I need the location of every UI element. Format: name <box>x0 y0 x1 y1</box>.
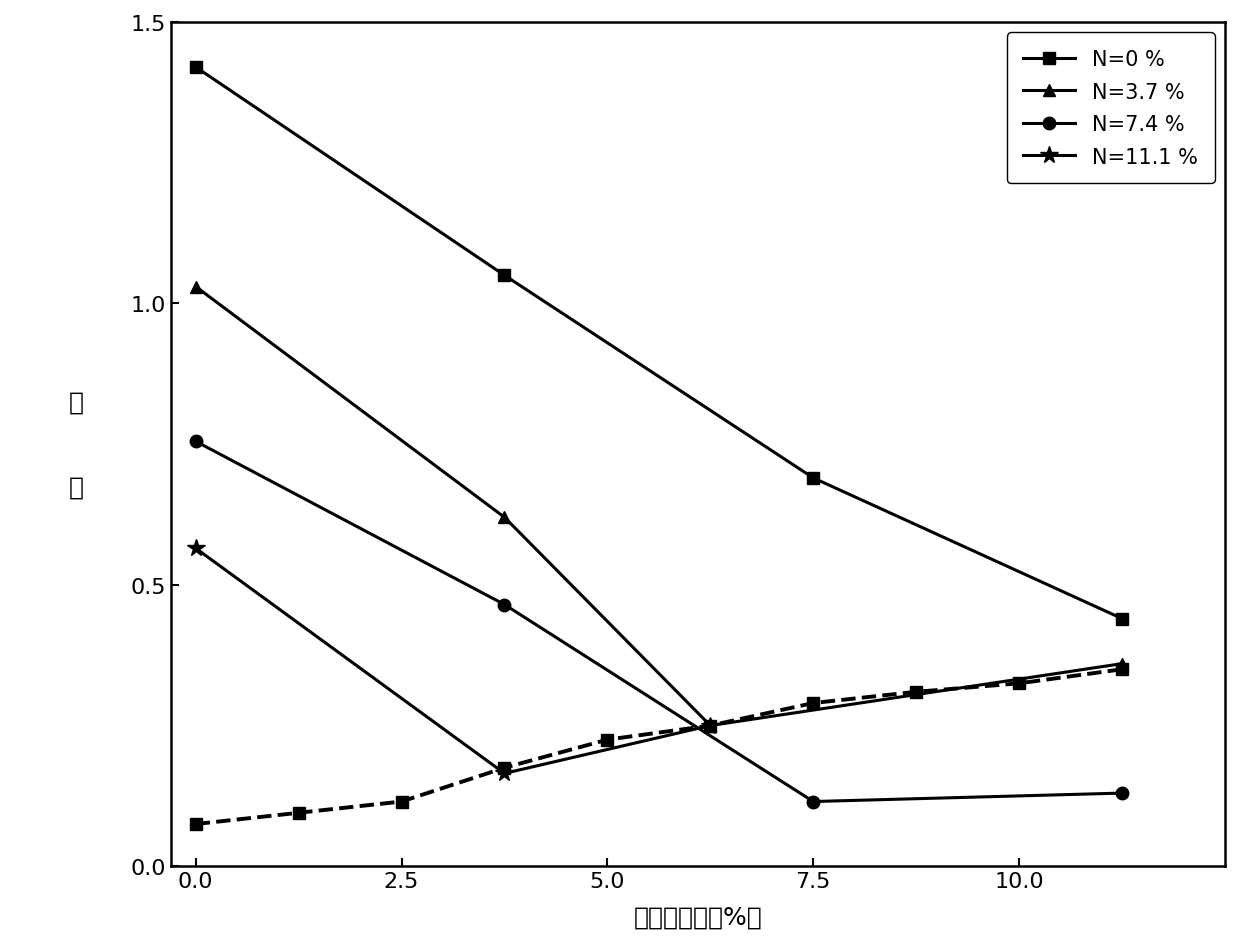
X-axis label: 鄠原子浓度（%）: 鄠原子浓度（%） <box>634 905 763 929</box>
Legend: N=0 %, N=3.7 %, N=7.4 %, N=11.1 %: N=0 %, N=3.7 %, N=7.4 %, N=11.1 % <box>1007 33 1215 184</box>
Text: 量: 量 <box>68 475 83 498</box>
Text: 能: 能 <box>68 391 83 414</box>
